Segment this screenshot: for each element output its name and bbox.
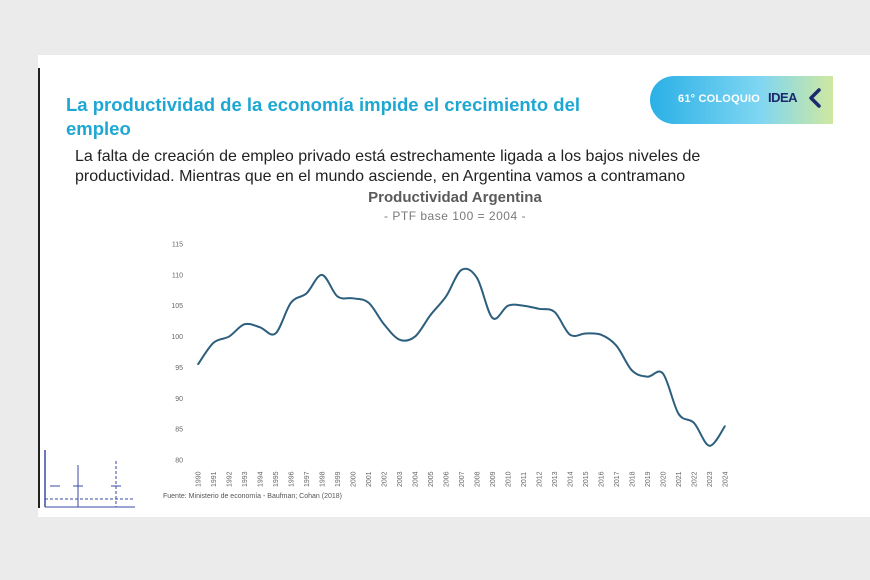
x-tick-label: 2024 xyxy=(723,471,730,487)
chart-subtitle: - PTF base 100 = 2004 - xyxy=(384,209,526,223)
x-tick-label: 2005 xyxy=(428,471,435,487)
x-tick-label: 1997 xyxy=(304,471,311,487)
data-point xyxy=(398,338,401,341)
y-tick-label: 80 xyxy=(175,458,183,465)
data-point xyxy=(693,422,695,424)
x-tick-label: 2001 xyxy=(366,471,373,487)
left-rule xyxy=(38,68,40,508)
data-point xyxy=(429,314,432,316)
x-tick-label: 2017 xyxy=(614,471,621,487)
x-tick-label: 2006 xyxy=(444,471,451,487)
x-tick-label: 2023 xyxy=(707,471,714,487)
data-point xyxy=(321,274,323,276)
x-tick-label: 1993 xyxy=(242,471,249,487)
series-line xyxy=(197,267,726,447)
x-tick-label: 1991 xyxy=(211,471,218,487)
x-tick-label: 2007 xyxy=(459,471,466,487)
x-tick-label: 2010 xyxy=(506,471,513,487)
decorative-lines-icon xyxy=(44,450,135,508)
data-point xyxy=(367,301,370,304)
x-tick-label: 2013 xyxy=(552,471,559,487)
slide-background xyxy=(38,55,870,517)
event-badge: 61° COLOQUIO IDEA xyxy=(650,76,833,124)
x-tick-label: 2002 xyxy=(382,471,389,487)
x-tick-label: 2018 xyxy=(630,471,637,487)
data-point xyxy=(600,333,602,336)
y-tick-label: 115 xyxy=(172,242,183,249)
page-title: La productividad de la economía impide e… xyxy=(66,94,581,139)
data-point xyxy=(228,335,230,338)
x-tick-label: 1995 xyxy=(273,471,280,487)
data-point xyxy=(507,304,509,307)
data-point xyxy=(476,277,478,279)
data-point xyxy=(646,375,649,378)
data-point xyxy=(615,345,618,347)
y-tick-label: 110 xyxy=(172,272,183,279)
x-tick-label: 2003 xyxy=(397,471,404,487)
x-tick-label: 2000 xyxy=(351,471,358,487)
data-point xyxy=(708,445,711,447)
data-point xyxy=(305,292,308,295)
x-tick-label: 2021 xyxy=(676,471,683,487)
data-point xyxy=(243,323,246,326)
data-point xyxy=(553,311,556,313)
idea-logo: IDEA xyxy=(768,90,798,105)
x-tick-label: 2016 xyxy=(599,471,606,487)
data-point xyxy=(724,425,726,427)
badge-label: 61° COLOQUIO xyxy=(678,93,760,105)
data-point xyxy=(584,332,587,335)
x-tick-label: 2022 xyxy=(692,471,699,487)
source-note: Fuente: Ministerio de economía - Baufman… xyxy=(163,493,342,500)
y-tick-label: 85 xyxy=(175,427,183,434)
x-tick-label: 2012 xyxy=(537,471,544,487)
chevron-left-icon xyxy=(809,88,821,108)
x-tick-label: 2008 xyxy=(475,471,482,487)
data-point xyxy=(445,295,447,298)
data-point xyxy=(491,317,494,319)
x-tick-label: 1996 xyxy=(289,471,296,487)
data-point xyxy=(522,304,525,307)
y-tick-label: 100 xyxy=(171,334,183,341)
x-tick-label: 1992 xyxy=(227,471,234,487)
data-point xyxy=(662,372,664,375)
data-point xyxy=(569,333,571,336)
x-tick-label: 2011 xyxy=(521,472,528,487)
x-tick-label: 1999 xyxy=(335,471,342,487)
data-point xyxy=(274,332,277,335)
data-point xyxy=(383,323,385,326)
data-point xyxy=(460,269,463,271)
x-tick-label: 1994 xyxy=(258,471,265,487)
data-point xyxy=(352,297,354,300)
data-point xyxy=(259,326,261,329)
data-point xyxy=(677,412,680,415)
data-point xyxy=(336,295,339,298)
x-tick-label: 2019 xyxy=(645,471,652,487)
y-tick-label: 105 xyxy=(171,303,183,310)
y-tick-label: 90 xyxy=(175,396,183,403)
chart-title: Productividad Argentina xyxy=(368,189,542,206)
data-point xyxy=(290,301,292,304)
x-tick-label: 1998 xyxy=(320,471,327,487)
data-point xyxy=(414,335,416,338)
x-tick-label: 2009 xyxy=(490,471,497,487)
data-point xyxy=(538,308,540,310)
data-point xyxy=(197,363,199,366)
x-tick-label: 1990 xyxy=(196,471,203,487)
page-subtitle: La falta de creación de empleo privado e… xyxy=(75,148,701,185)
y-tick-label: 95 xyxy=(175,365,183,372)
data-point xyxy=(212,341,215,344)
x-tick-label: 2014 xyxy=(568,471,575,487)
x-tick-label: 2015 xyxy=(583,471,590,487)
data-point xyxy=(631,369,633,372)
x-tick-label: 2020 xyxy=(661,471,668,487)
x-tick-label: 2004 xyxy=(413,471,420,487)
